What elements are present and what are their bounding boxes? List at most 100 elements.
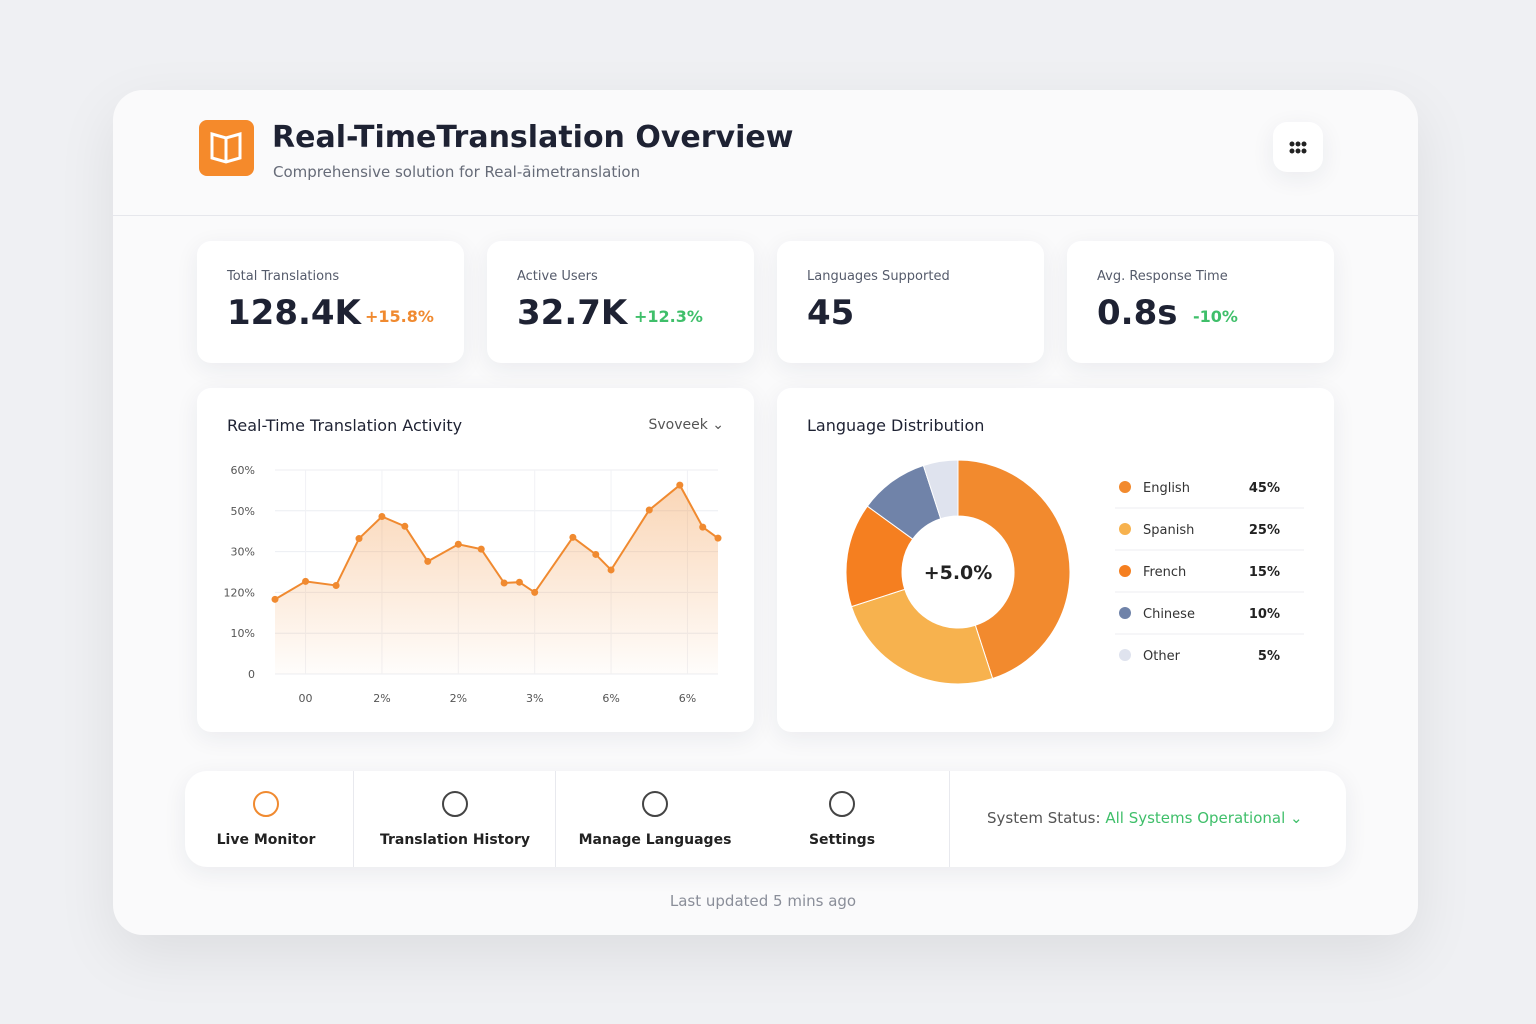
point	[531, 588, 539, 596]
activity-title: Real-Time Translation Activity	[227, 416, 463, 435]
legend-value: 45%	[1249, 481, 1280, 496]
stat-label: Total Translations	[227, 269, 340, 284]
distribution-title: Language Distribution	[807, 416, 985, 435]
y-tick-label: 30%	[231, 546, 255, 559]
point	[378, 513, 386, 521]
title: Real-TimeTranslation Overview	[272, 120, 794, 155]
stat-change: -10%	[1193, 307, 1238, 326]
stat-change: +15.8%	[365, 307, 434, 326]
status-value: All Systems Operational	[1105, 809, 1286, 827]
footer: Last updated 5 mins ago	[669, 892, 857, 910]
logo	[199, 120, 254, 176]
point	[477, 545, 485, 553]
y-tick-label: 10%	[231, 627, 255, 640]
nav-icon	[442, 791, 468, 817]
legend-dot	[1119, 649, 1131, 661]
point	[401, 522, 409, 530]
legend-label: Other	[1143, 649, 1181, 664]
legend-dot	[1119, 565, 1131, 577]
stat-value: 32.7K	[517, 293, 628, 333]
menu-button[interactable]	[1273, 122, 1323, 172]
legend-label: Spanish	[1143, 523, 1194, 538]
period-select[interactable]: Svoveek ⌄	[648, 417, 724, 433]
menu-icon	[1289, 141, 1307, 154]
point	[424, 557, 432, 565]
point	[714, 534, 722, 542]
stat-value: 128.4K	[227, 293, 361, 333]
donut-slice	[957, 459, 1071, 680]
legend-label: English	[1143, 481, 1190, 496]
stat-label: Active Users	[517, 269, 598, 284]
system-status[interactable]: System Status: All Systems Operational ⌄	[987, 809, 1303, 827]
nav-label: Live Monitor	[216, 832, 316, 848]
y-tick-label: 50%	[231, 505, 255, 518]
donut-slice	[922, 459, 959, 520]
legend-dot	[1119, 481, 1131, 493]
point	[302, 577, 310, 585]
nav-label: Settings	[808, 832, 876, 848]
stat-change: +12.3%	[634, 307, 703, 326]
stat-card: Active Users 32.7K +12.3%	[487, 241, 754, 363]
area	[275, 485, 718, 674]
nav-item[interactable]: Live Monitor	[176, 771, 356, 867]
donut-slice	[850, 588, 994, 685]
x-tick-label: 6%	[679, 692, 696, 705]
point	[699, 523, 707, 531]
stat-label: Avg. Response Time	[1097, 269, 1228, 284]
legend-value: 25%	[1249, 523, 1280, 538]
stat-card: Languages Supported 45	[777, 241, 1044, 363]
point	[569, 533, 577, 541]
x-tick-label: 2%	[373, 692, 390, 705]
stat-card: Total Translations 128.4K +15.8%	[197, 241, 464, 363]
nav-divider	[353, 771, 354, 867]
nav-item[interactable]: Translation History	[365, 771, 545, 867]
legend-value: 10%	[1249, 607, 1280, 622]
x-tick-label: 00	[299, 692, 313, 705]
distribution-card: Language Distribution English 45% Spanish 2…	[777, 388, 1334, 732]
point	[607, 566, 615, 574]
stat-card: Avg. Response Time 0.8s -10%	[1067, 241, 1334, 363]
point	[515, 578, 523, 586]
subtitle: Comprehensive solution for Real-āimetran…	[273, 163, 641, 181]
nav-item[interactable]: Manage Languages	[565, 771, 745, 867]
x-tick-label: 2%	[450, 692, 467, 705]
x-tick-label: 3%	[526, 692, 543, 705]
nav-label: Translation History	[379, 832, 531, 848]
period-text: Svoveek	[648, 417, 708, 433]
stat-value: 0.8s	[1097, 293, 1178, 333]
point	[271, 595, 279, 603]
legend-label: Chinese	[1143, 607, 1195, 622]
stat-value: 45	[807, 293, 855, 333]
x-tick-label: 6%	[602, 692, 619, 705]
nav-divider	[555, 771, 556, 867]
y-tick-label: 60%	[231, 464, 255, 477]
nav-icon	[642, 791, 668, 817]
header-divider	[113, 215, 1418, 216]
activity-card: Real-Time Translation Activity Svoveek ⌄…	[197, 388, 754, 732]
point	[332, 581, 340, 589]
legend-label: French	[1143, 565, 1186, 580]
center-label: +5.0%	[924, 562, 993, 584]
line-chart: 0 10% 120% 30% 50% 60% 00 2% 2% 3% 6% 6%	[224, 464, 722, 705]
nav-divider	[949, 771, 950, 867]
logo-icon	[210, 132, 242, 164]
nav-icon	[253, 791, 279, 817]
stat-label: Languages Supported	[807, 269, 950, 284]
legend-value: 5%	[1258, 649, 1280, 664]
donut-chart: English 45% Spanish 25% French 15% Chinese 10% O…	[845, 459, 1304, 685]
point	[355, 535, 363, 543]
status-label: System Status:	[987, 809, 1101, 827]
point	[676, 481, 684, 489]
nav-item[interactable]: Settings	[752, 771, 932, 867]
nav-label: Manage Languages	[578, 832, 732, 848]
legend-dot	[1119, 523, 1131, 535]
point	[645, 506, 653, 514]
nav-icon	[829, 791, 855, 817]
y-tick-label: 120%	[224, 586, 255, 599]
legend-value: 15%	[1249, 565, 1280, 580]
legend-dot	[1119, 607, 1131, 619]
y-tick-label: 0	[248, 668, 255, 681]
point	[592, 550, 600, 558]
point	[454, 540, 462, 548]
